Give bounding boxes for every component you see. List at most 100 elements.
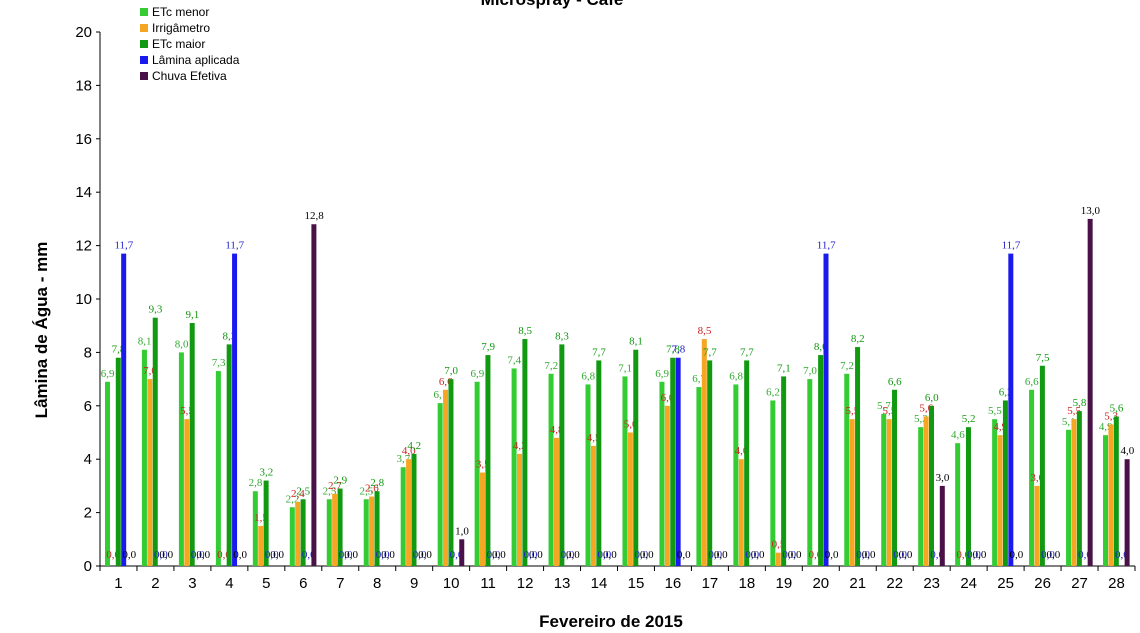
bar [448, 379, 454, 566]
y-tick-label: 10 [75, 291, 92, 308]
data-label: 0,0 [677, 549, 691, 561]
bar [363, 499, 369, 566]
bar [965, 427, 971, 566]
data-label: 7,8 [671, 344, 685, 356]
bar [627, 432, 633, 566]
data-label: 2,8 [249, 477, 263, 489]
bar [121, 253, 127, 567]
data-label: 7,7 [740, 346, 754, 358]
bar [781, 376, 787, 566]
data-label: 5,7 [877, 400, 891, 412]
data-label: 0,0 [339, 549, 353, 561]
data-label: 8,3 [555, 330, 569, 342]
y-tick-label: 6 [84, 398, 92, 415]
data-label: 0,0 [196, 549, 210, 561]
x-tick-label: 20 [812, 575, 829, 592]
bar [1008, 253, 1014, 567]
bar [485, 355, 491, 566]
y-tick-label: 0 [84, 558, 92, 575]
data-label: 6,8 [581, 370, 595, 382]
bar [252, 491, 258, 566]
bar [553, 437, 559, 566]
bar [115, 357, 121, 566]
data-label: 0,0 [122, 549, 136, 561]
data-label: 11,7 [225, 240, 244, 252]
bar [675, 357, 681, 566]
data-label: 0,0 [561, 549, 575, 561]
x-tick-label: 3 [188, 575, 196, 592]
data-label: 5,2 [962, 413, 976, 425]
data-label: 4,6 [951, 429, 965, 441]
y-tick-label: 14 [75, 184, 92, 201]
data-label: 6,9 [470, 368, 484, 380]
legend-label: ETc menor [152, 5, 209, 19]
bar [548, 373, 554, 566]
data-label: 3,2 [259, 467, 273, 479]
x-tick-label: 7 [336, 575, 344, 592]
bar [215, 371, 221, 566]
bar [775, 552, 781, 566]
bar [770, 400, 776, 566]
bar [104, 381, 110, 566]
bar [1087, 218, 1093, 566]
bar [226, 344, 232, 566]
bar [744, 360, 750, 566]
data-label: 0,0 [1047, 549, 1061, 561]
bar [258, 525, 264, 566]
bar [622, 376, 628, 566]
data-label: 0,0 [270, 549, 284, 561]
bar [892, 389, 898, 566]
bar [823, 253, 829, 567]
data-label: 0,0 [598, 549, 612, 561]
data-label: 1,0 [455, 525, 469, 537]
bar [178, 352, 184, 566]
bar [1002, 400, 1008, 566]
data-label: 5,6 [1110, 402, 1124, 414]
x-tick-label: 5 [262, 575, 270, 592]
legend-label: Chuva Efetiva [152, 69, 227, 83]
x-tick-label: 1 [114, 575, 122, 592]
data-label: 0,0 [973, 549, 987, 561]
data-label: 9,3 [149, 304, 163, 316]
bar [141, 349, 147, 566]
bar [886, 419, 892, 566]
data-label: 0,0 [899, 549, 913, 561]
data-label: 4,0 [1120, 445, 1134, 457]
data-label: 0,0 [566, 549, 580, 561]
bar [184, 419, 190, 566]
x-tick-label: 27 [1071, 575, 1088, 592]
x-tick-label: 2 [151, 575, 159, 592]
bar [585, 384, 591, 566]
data-label: 8,0 [175, 338, 189, 350]
data-label: 7,7 [703, 346, 717, 358]
bar [369, 496, 375, 566]
bar [326, 499, 332, 566]
data-label: 0,0 [1010, 549, 1024, 561]
x-tick-label: 4 [225, 575, 233, 592]
bar [1103, 435, 1109, 566]
data-label: 0,0 [344, 549, 358, 561]
bar [881, 413, 887, 566]
x-tick-label: 21 [849, 575, 866, 592]
data-label: 6,8 [729, 370, 743, 382]
bar [807, 379, 813, 566]
bar [232, 253, 238, 567]
x-tick-label: 17 [702, 575, 719, 592]
bar [522, 339, 528, 566]
data-label: 0,0 [418, 549, 432, 561]
bar [337, 488, 343, 566]
data-label: 5,5 [988, 405, 1002, 417]
x-tick-label: 12 [517, 575, 534, 592]
data-label: 0,0 [788, 549, 802, 561]
data-label: 0,0 [862, 549, 876, 561]
data-label: 0,0 [825, 549, 839, 561]
x-tick-label: 14 [591, 575, 608, 592]
bar [295, 501, 301, 566]
data-label: 6,2 [766, 386, 780, 398]
data-label: 0,0 [640, 549, 654, 561]
data-label: 7,7 [592, 346, 606, 358]
bar [918, 427, 924, 566]
data-label: 0,0 [967, 549, 981, 561]
y-axis-title: Lâmina de Água - mm [32, 242, 51, 419]
